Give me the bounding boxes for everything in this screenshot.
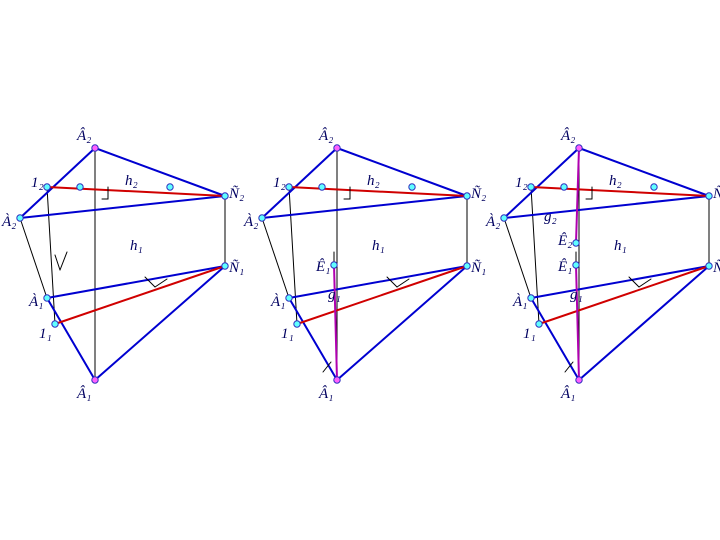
diagram-canvas — [0, 0, 720, 540]
